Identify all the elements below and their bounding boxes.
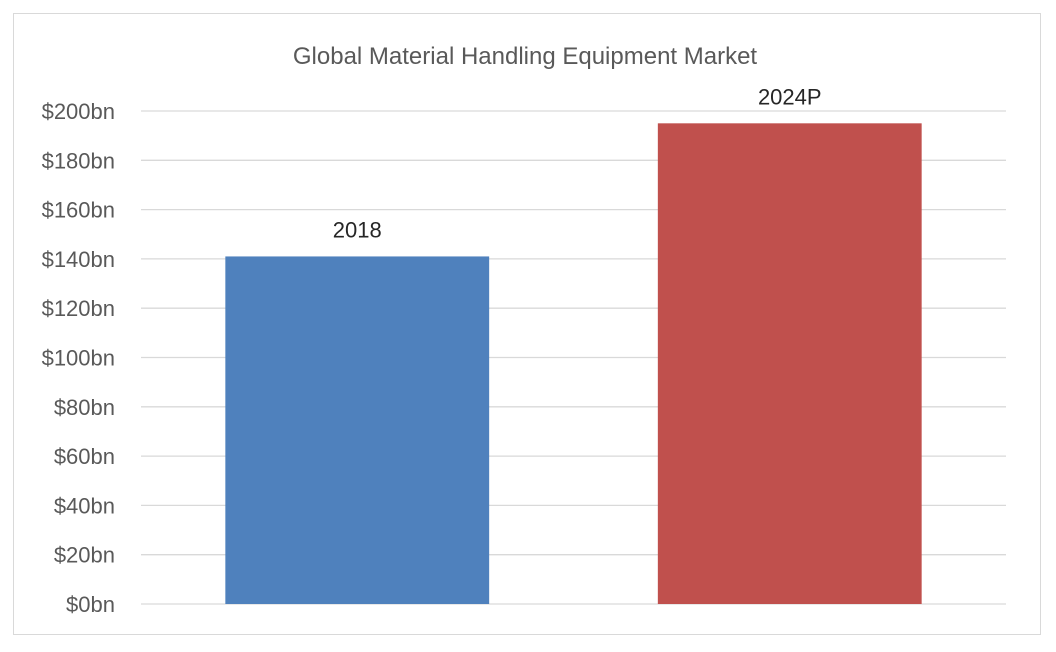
bar-2018 (225, 256, 490, 604)
y-tick-label: $100bn (42, 346, 115, 371)
bar-2024p (657, 123, 922, 604)
y-tick-label: $160bn (42, 198, 115, 223)
y-tick-label: $140bn (42, 247, 115, 272)
data-label-2018: 2018 (333, 217, 382, 242)
y-tick-label: $200bn (42, 99, 115, 124)
data-label-2024p: 2024P (758, 84, 822, 109)
y-tick-label: $80bn (54, 395, 115, 420)
y-tick-label: $120bn (42, 296, 115, 321)
data-labels: 2018 2024P (333, 84, 822, 242)
chart-title: Global Material Handling Equipment Marke… (293, 43, 758, 70)
bars (225, 123, 922, 604)
y-axis-tick-labels: $0bn $20bn $40bn $60bn $80bn $100bn $120bn $140… (42, 99, 115, 617)
y-tick-label: $40bn (54, 493, 115, 518)
y-tick-label: $180bn (42, 148, 115, 173)
y-tick-label: $60bn (54, 444, 115, 469)
y-tick-label: $0bn (66, 592, 115, 617)
y-tick-label: $20bn (54, 543, 115, 568)
